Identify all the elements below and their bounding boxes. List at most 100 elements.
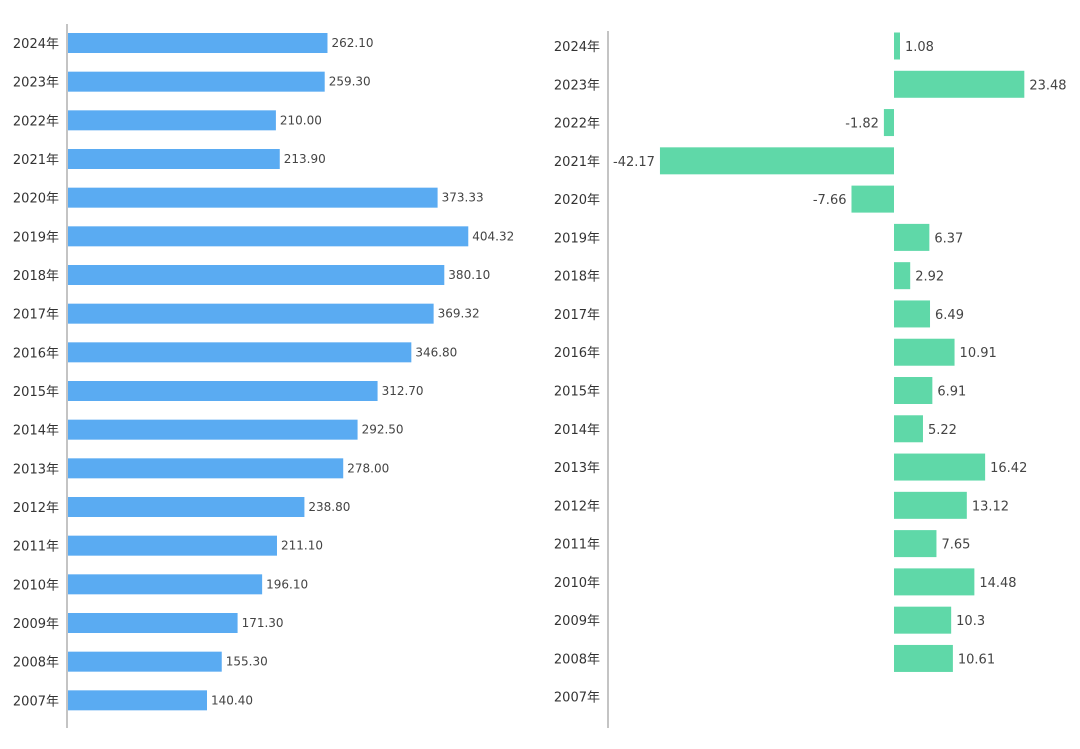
y-tick-label: 2022年 <box>554 117 600 132</box>
data-label: 6.49 <box>935 308 964 323</box>
bar <box>894 32 900 60</box>
bar <box>851 185 894 213</box>
bar <box>68 226 469 247</box>
y-tick-label: 2020年 <box>13 192 59 207</box>
data-label: 155.30 <box>226 655 268 669</box>
bar <box>68 690 207 711</box>
bar <box>894 262 911 290</box>
y-tick-label: 2012年 <box>554 499 600 514</box>
data-label: 346.80 <box>415 345 457 359</box>
bar <box>68 574 263 595</box>
y-tick-label: 2008年 <box>554 652 600 667</box>
y-tick-label: 2015年 <box>13 385 59 400</box>
data-label: 6.37 <box>934 231 963 246</box>
data-label: 369.32 <box>438 307 480 321</box>
bar <box>68 381 378 401</box>
data-label: 213.90 <box>284 152 326 166</box>
y-tick-label: 2020年 <box>554 193 600 208</box>
y-tick-label: 2016年 <box>13 346 59 361</box>
bar <box>894 568 975 596</box>
bar <box>894 300 931 328</box>
bar <box>68 613 238 633</box>
y-tick-label: 2021年 <box>554 155 600 170</box>
data-label: 23.48 <box>1029 78 1066 93</box>
bar <box>68 33 328 53</box>
y-tick-label: 2008年 <box>13 656 59 671</box>
bar <box>894 644 953 672</box>
bar <box>68 187 438 208</box>
data-label: 259.30 <box>329 75 371 89</box>
data-label: 210.00 <box>280 113 322 127</box>
data-label: 292.50 <box>362 423 404 437</box>
y-tick-label: 2010年 <box>13 578 59 593</box>
data-label: 211.10 <box>281 539 323 553</box>
y-tick-label: 2018年 <box>554 270 600 285</box>
data-label: 404.32 <box>472 229 514 243</box>
data-label: 1.08 <box>905 40 934 55</box>
bar <box>883 109 894 137</box>
bar-chart-right: 2024年 1.08 2023年 23.48 2022年 -1.82 2021年 -42.17… <box>554 31 1067 728</box>
data-label: 140.40 <box>211 693 253 707</box>
y-tick-label: 2011年 <box>554 538 600 553</box>
data-label: 196.10 <box>266 577 308 591</box>
bar <box>659 147 894 175</box>
bar <box>68 303 434 324</box>
data-label: 10.61 <box>958 652 995 667</box>
y-tick-label: 2012年 <box>13 501 59 516</box>
y-tick-label: 2009年 <box>554 614 600 629</box>
y-tick-label: 2019年 <box>554 231 600 246</box>
data-label: -1.82 <box>845 117 879 132</box>
y-tick-label: 2021年 <box>13 153 59 168</box>
y-tick-label: 2010年 <box>554 576 600 591</box>
y-tick-label: 2019年 <box>13 230 59 245</box>
data-label: 262.10 <box>331 36 373 50</box>
data-label: 373.33 <box>442 191 484 205</box>
data-label: 238.80 <box>308 500 350 514</box>
bar <box>894 491 967 519</box>
y-tick-label: 2024年 <box>13 37 59 52</box>
data-label: 16.42 <box>990 461 1027 476</box>
data-label: 10.91 <box>960 346 997 361</box>
y-tick-label: 2017年 <box>13 308 59 323</box>
bar <box>68 458 344 479</box>
data-label: 171.30 <box>242 616 284 630</box>
y-tick-label: 2009年 <box>13 617 59 632</box>
y-tick-label: 2014年 <box>13 424 59 439</box>
data-label: -42.17 <box>613 155 655 170</box>
data-label: 5.22 <box>928 423 957 438</box>
bar <box>68 497 305 517</box>
data-label: 2.92 <box>915 270 944 285</box>
y-tick-label: 2022年 <box>13 114 59 129</box>
y-tick-label: 2024年 <box>554 40 600 55</box>
data-label: 14.48 <box>979 576 1016 591</box>
bar <box>894 70 1025 98</box>
data-label: 13.12 <box>972 499 1009 514</box>
bar <box>894 377 933 404</box>
bar <box>894 453 986 481</box>
data-label: 6.91 <box>937 385 966 400</box>
bar <box>894 606 952 634</box>
bar <box>68 651 222 672</box>
bar <box>68 110 276 131</box>
y-tick-label: 2013年 <box>13 462 59 477</box>
data-label: -7.66 <box>813 193 847 208</box>
bar <box>68 149 280 169</box>
y-tick-label: 2023年 <box>554 78 600 93</box>
data-label: 7.65 <box>941 538 970 553</box>
y-tick-label: 2023年 <box>13 76 59 91</box>
y-tick-label: 2013年 <box>554 461 600 476</box>
bar <box>894 415 923 443</box>
y-tick-label: 2015年 <box>554 385 600 400</box>
data-label: 10.3 <box>956 614 985 629</box>
bar <box>894 223 930 251</box>
y-tick-label: 2018年 <box>13 269 59 284</box>
y-tick-label: 2017年 <box>554 308 600 323</box>
bar <box>68 419 358 440</box>
y-tick-label: 2011年 <box>13 540 59 555</box>
data-label: 278.00 <box>347 461 389 475</box>
y-tick-label: 2007年 <box>554 691 600 706</box>
data-label: 380.10 <box>448 268 490 282</box>
y-tick-label: 2007年 <box>13 694 59 709</box>
bar <box>68 265 445 285</box>
